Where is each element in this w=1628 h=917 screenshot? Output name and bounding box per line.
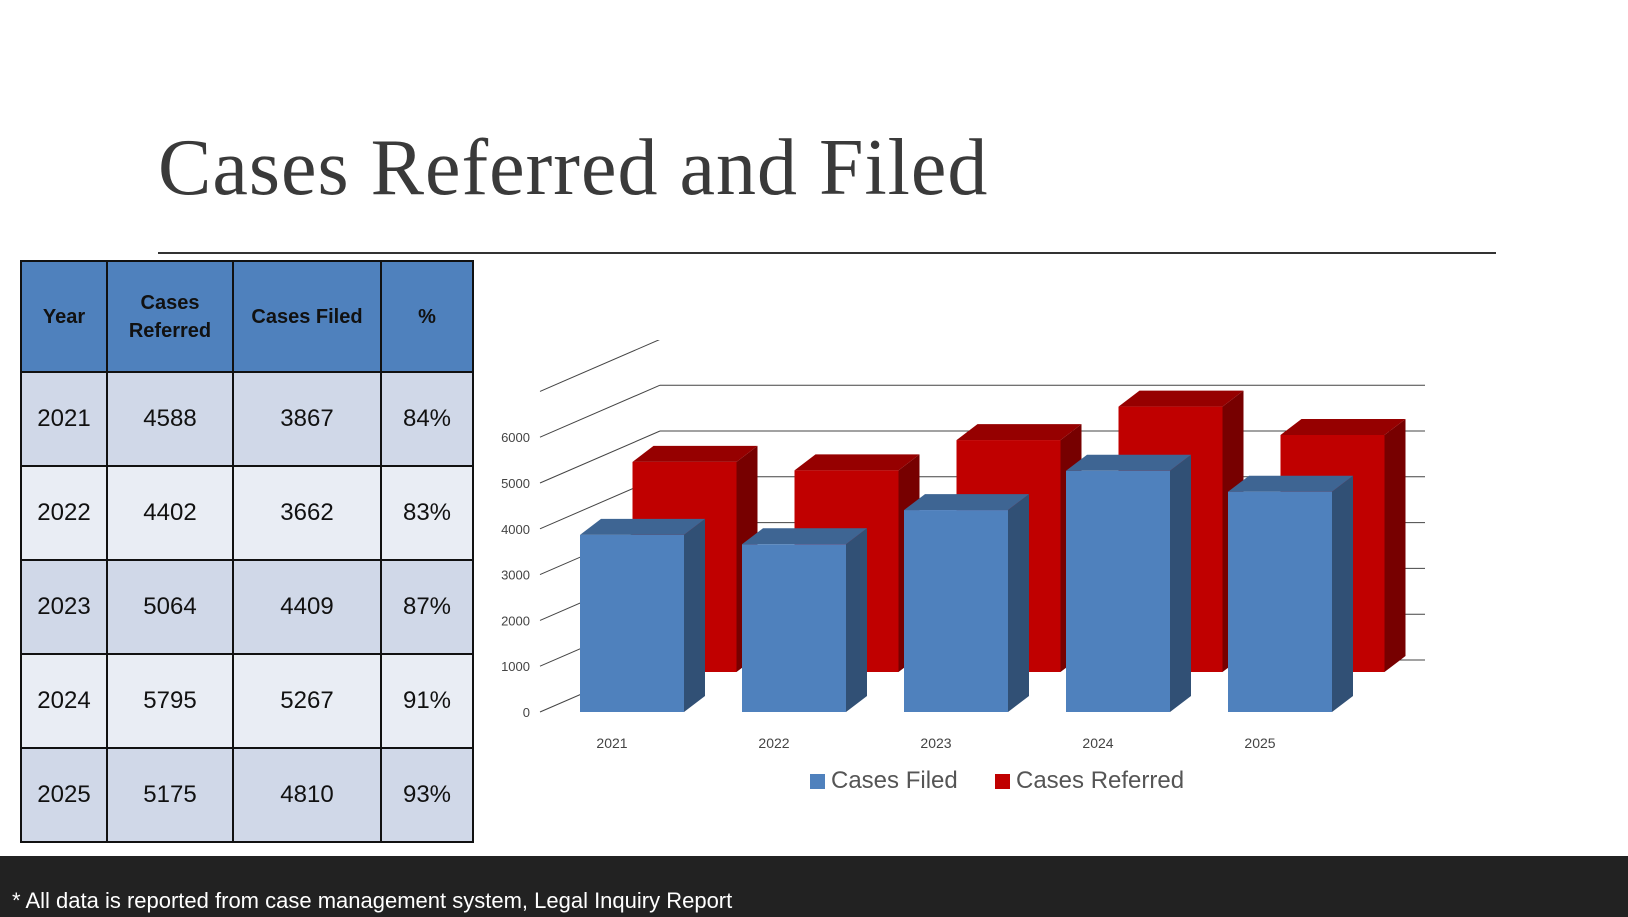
x-tick-label: 2023 [920,735,951,751]
header-percent: % [380,260,474,373]
bar-cases-referred-top [956,424,1082,441]
cases-table: Year Cases Referred Cases Filed % 2021 4… [20,260,474,843]
cell-year: 2022 [20,465,108,561]
gridline-diagonal [539,384,661,438]
bar-cases-filed-top [1066,454,1191,471]
legend-label: Cases Referred [1016,767,1184,794]
bar-cases-referred-top [794,454,920,471]
y-tick-label: 1000 [501,659,530,674]
bar-cases-referred-top [1118,390,1244,407]
bar-cases-referred-side [1384,418,1406,672]
y-tick-label: 4000 [501,522,530,537]
bar-cases-filed-side [1008,494,1029,712]
bar-cases-referred-top [1280,418,1406,435]
bar-cases-filed-side [1170,454,1191,712]
y-tick-label: 6000 [501,430,530,445]
bar-cases-referred-top [632,445,758,462]
y-tick-label: 3000 [501,568,530,583]
cell-year: 2021 [20,371,108,467]
cell-cases-filed: 4810 [232,747,382,843]
cell-percent: 87% [380,559,474,655]
legend-swatch [995,774,1010,789]
bar-cases-filed [904,510,1008,712]
cell-percent: 93% [380,747,474,843]
table-row: 2023 5064 4409 87% [20,559,474,655]
cell-cases-filed: 3867 [232,371,382,467]
table-row: 2024 5795 5267 91% [20,653,474,749]
bar-cases-filed [742,544,846,712]
bar-cases-filed-top [1228,475,1353,492]
bar-cases-filed [1228,491,1332,712]
table-header-row: Year Cases Referred Cases Filed % [20,260,474,373]
cell-cases-referred: 5795 [106,653,234,749]
cell-cases-referred: 5175 [106,747,234,843]
cell-percent: 91% [380,653,474,749]
header-cases-referred: Cases Referred [106,260,234,373]
cell-cases-filed: 5267 [232,653,382,749]
title-divider [158,252,1496,254]
cell-year: 2023 [20,559,108,655]
cell-year: 2024 [20,653,108,749]
y-tick-label: 5000 [501,476,530,491]
cell-cases-referred: 4588 [106,371,234,467]
bar-cases-filed-top [904,494,1029,511]
bar-cases-filed-side [684,518,705,712]
bar-cases-filed-side [846,528,867,712]
x-tick-label: 2022 [758,735,789,751]
table-row: 2021 4588 3867 84% [20,371,474,467]
y-tick-label: 0 [523,705,530,720]
bar-cases-filed [1066,470,1170,712]
footnote: * All data is reported from case managem… [12,888,733,913]
legend-label: Cases Filed [831,767,958,794]
x-tick-label: 2025 [1244,735,1275,751]
cell-cases-referred: 4402 [106,465,234,561]
header-year: Year [20,260,108,373]
table-row: 2025 5175 4810 93% [20,747,474,843]
bar-cases-filed-top [742,528,867,545]
x-tick-label: 2021 [596,735,627,751]
cell-percent: 84% [380,371,474,467]
y-tick-label: 2000 [501,613,530,628]
cell-cases-filed: 3662 [232,465,382,561]
bar-cases-filed [580,534,684,712]
slide-title: Cases Referred and Filed [158,124,989,212]
gridline-diagonal [539,430,661,484]
gridline-diagonal [539,340,660,392]
table-row: 2022 4402 3662 83% [20,465,474,561]
cases-bar-chart: 0 1000 2000 3000 4000 5000 6000 2021 2022 2023 202… [501,340,1425,794]
bar-cases-filed-top [580,518,705,535]
bar-cases-filed-side [1332,475,1353,712]
footer-bar [0,856,1628,917]
cell-cases-referred: 5064 [106,559,234,655]
x-tick-label: 2024 [1082,735,1113,751]
cell-percent: 83% [380,465,474,561]
cell-cases-filed: 4409 [232,559,382,655]
legend-swatch [810,774,825,789]
cell-year: 2025 [20,747,108,843]
header-cases-filed: Cases Filed [232,260,382,373]
